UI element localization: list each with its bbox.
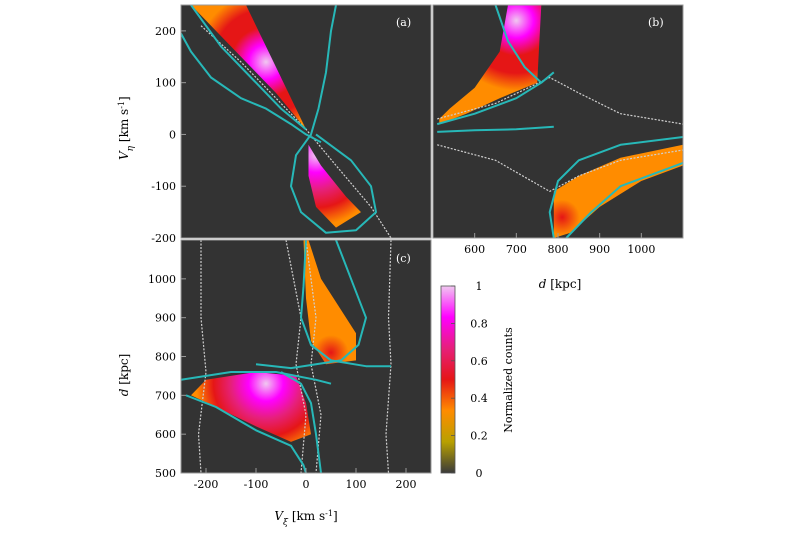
ylabel-sup: -1 xyxy=(117,101,126,109)
y-tick-label: 1000 xyxy=(148,273,176,286)
colorbar-bar xyxy=(440,285,456,474)
cyan-curve xyxy=(437,125,554,133)
panel-a-frame xyxy=(180,4,432,239)
y-tick-label: 500 xyxy=(155,467,176,480)
density-blob xyxy=(191,5,306,130)
grey-curve xyxy=(437,76,683,125)
y-tick-label: 800 xyxy=(155,351,176,364)
grey-curve xyxy=(285,240,307,473)
density-blob xyxy=(553,144,683,238)
x-tick-label: 200 xyxy=(396,478,417,491)
x-tick-label: 700 xyxy=(506,243,527,256)
panel-c-yticks: 500 600 700 800 900 1000 xyxy=(148,273,186,480)
panel-a-ylabel: Vη [km s-1] xyxy=(117,96,137,160)
x-tick-label: 1000 xyxy=(627,243,655,256)
cyan-curve xyxy=(494,5,542,84)
panel-b-xlabel: d [kpc] xyxy=(539,277,582,291)
colorbar-tick-label: 0.6 xyxy=(470,355,488,368)
y-tick-label: 700 xyxy=(155,389,176,402)
x-tick-label: 0 xyxy=(303,478,310,491)
y-tick-label: -200 xyxy=(151,232,176,245)
panel-a-content xyxy=(181,5,392,238)
y-tick-label: 0 xyxy=(169,128,176,141)
cyan-curve xyxy=(185,394,307,473)
x-tick-label: -100 xyxy=(244,478,269,491)
xlabel-main: V xyxy=(274,509,284,523)
y-tick-label: 100 xyxy=(155,77,176,90)
density-blob xyxy=(303,240,356,365)
ylabel-unit-c: [kpc] xyxy=(117,354,131,389)
xlabel-unit-b: [kpc] xyxy=(546,277,581,291)
cyan-curve xyxy=(548,136,683,238)
y-tick-label: -100 xyxy=(151,180,176,193)
colorbar: 0 0.2 0.4 0.6 0.8 1 Normalized counts xyxy=(440,280,515,480)
cyan-curve xyxy=(565,161,683,238)
x-tick-label: 600 xyxy=(464,243,485,256)
x-tick-label: 800 xyxy=(548,243,569,256)
density-blob xyxy=(439,5,542,125)
colorbar-label: Normalized counts xyxy=(502,327,515,433)
cyan-curve xyxy=(436,71,555,126)
density-blob xyxy=(308,144,361,228)
cyan-curve xyxy=(255,240,367,370)
ylabel-main: V xyxy=(117,150,131,160)
grey-curve xyxy=(305,240,322,473)
cyan-curve xyxy=(300,240,391,368)
colorbar-tick-label: 0 xyxy=(476,467,483,480)
x-tick-label: 900 xyxy=(589,243,610,256)
panel-a-yticks: -200 -100 0 100 200 xyxy=(151,25,186,245)
xlabel-unit: [km s xyxy=(288,509,325,523)
y-tick-label: 600 xyxy=(155,428,176,441)
x-tick-label: -200 xyxy=(194,478,219,491)
panel-a-label: (a) xyxy=(396,16,411,29)
cyan-curve xyxy=(181,33,322,144)
cyan-curve xyxy=(290,5,377,234)
panel-a-background xyxy=(181,5,431,238)
colorbar-tick-label: 0.4 xyxy=(470,392,488,405)
xlabel-sub: ξ xyxy=(283,518,289,528)
panel-b-label: (b) xyxy=(648,16,664,29)
ylabel-unit: [km s xyxy=(117,109,131,146)
panel-b-xticks: 600 700 800 900 1000 xyxy=(464,233,655,256)
panel-c-label: (c) xyxy=(396,252,411,265)
cyan-curve xyxy=(181,371,332,385)
grey-curve xyxy=(437,144,683,193)
y-tick-label: 200 xyxy=(155,25,176,38)
panel-b: (b) 600 700 800 900 1000 d [kpc] xyxy=(432,4,684,291)
colorbar-ticks: 0 0.2 0.4 0.6 0.8 1 xyxy=(451,280,488,480)
y-tick-label: 900 xyxy=(155,312,176,325)
panel-c-xticks: -200 -100 0 100 200 xyxy=(194,468,417,491)
ylabel-close: ] xyxy=(117,96,131,101)
grey-curve xyxy=(197,240,207,473)
panel-c-ylabel: d [kpc] xyxy=(117,354,131,397)
ylabel-main-c: d xyxy=(117,388,131,396)
panel-c-content xyxy=(181,240,392,473)
panel-c: (c) -200 -100 0 100 200 5006007008009001000 … xyxy=(117,239,432,529)
density-blob xyxy=(191,372,311,442)
x-tick-label: 100 xyxy=(346,478,367,491)
panel-c-xlabel: Vξ [km s-1] xyxy=(274,509,337,529)
xlabel-close: ] xyxy=(333,509,338,523)
panel-a: (a) -200 -100 0 100 200 Vη [km s-1] xyxy=(117,4,432,245)
cyan-curve xyxy=(280,371,322,473)
panel-b-content xyxy=(436,5,683,238)
colorbar-tick-label: 1 xyxy=(476,280,483,293)
cyan-curve xyxy=(190,5,307,131)
grey-curve xyxy=(385,240,392,473)
xlabel-sup: -1 xyxy=(325,509,333,518)
colorbar-tick-label: 0.8 xyxy=(470,317,488,330)
ylabel-sub: η xyxy=(126,145,136,151)
colorbar-tick-label: 0.2 xyxy=(470,430,488,443)
xlabel-main-b: d xyxy=(539,277,547,291)
